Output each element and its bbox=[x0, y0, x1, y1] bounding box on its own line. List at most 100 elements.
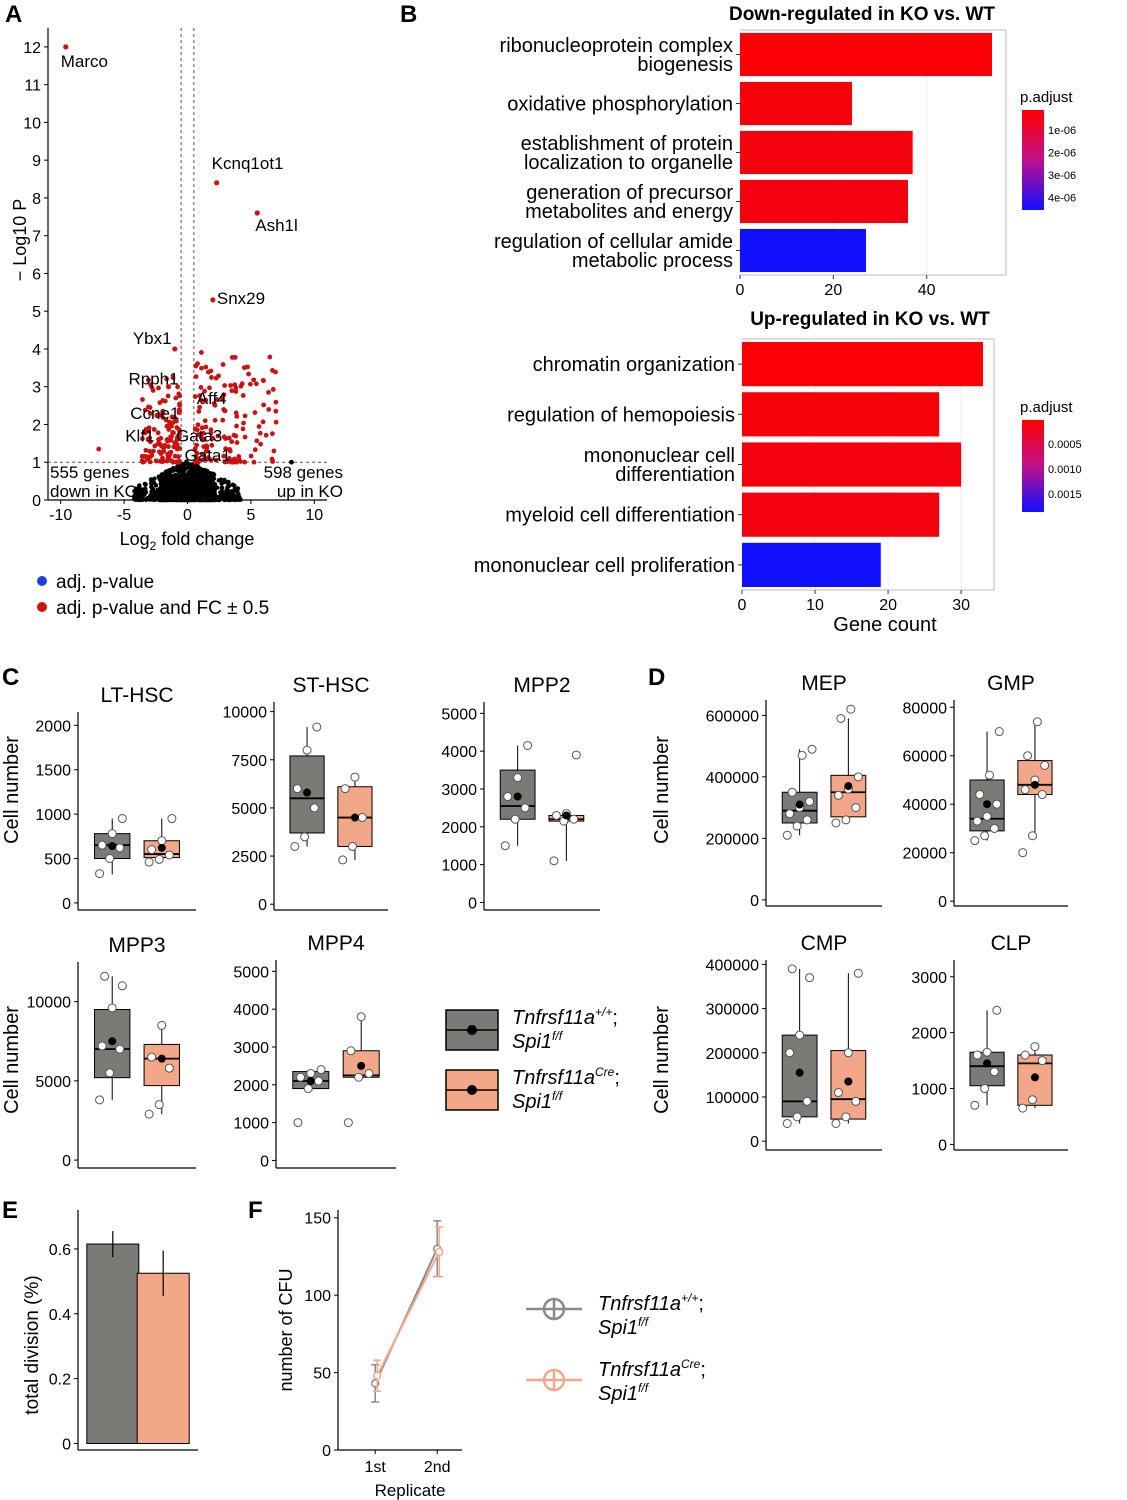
sig-gene-point bbox=[147, 405, 153, 410]
mpp3-title: MPP3 bbox=[108, 934, 165, 957]
sig-gene-point bbox=[251, 377, 257, 383]
sig-gene-point bbox=[253, 381, 259, 387]
sig-gene-point bbox=[193, 374, 199, 380]
mpp3-data-point bbox=[117, 981, 127, 991]
sig-gene-point bbox=[234, 423, 239, 429]
mep-data-point bbox=[787, 787, 797, 797]
mep-y-tick-label: 200000 bbox=[706, 831, 759, 848]
f-point bbox=[434, 1247, 444, 1257]
sig-gene-point bbox=[226, 455, 232, 461]
go-down-category-label: generation of precursor bbox=[526, 182, 733, 204]
sig-gene-point bbox=[270, 387, 276, 392]
down-genes-note-1: 555 genes bbox=[50, 463, 129, 482]
sig-gene-point bbox=[196, 409, 202, 414]
gene-point-aff4 bbox=[200, 399, 206, 405]
gene-label-marco: Marco bbox=[61, 52, 108, 71]
mpp3-data-point bbox=[107, 1003, 117, 1013]
sig-gene-point bbox=[273, 369, 278, 375]
sig-gene-point bbox=[229, 439, 235, 445]
sig-gene-point bbox=[233, 389, 239, 394]
mpp3-box-ko bbox=[143, 1043, 180, 1087]
st-hsc-y-tick-label: 5000 bbox=[231, 801, 267, 818]
ns-gene-point bbox=[234, 488, 239, 493]
f-x-label: Replicate bbox=[375, 1481, 446, 1500]
go-down-x-tick-label: 40 bbox=[918, 282, 936, 299]
sig-gene-point bbox=[192, 394, 198, 400]
st-hsc-data-point bbox=[338, 855, 348, 865]
sig-gene-point bbox=[173, 459, 179, 465]
mpp4-title: MPP4 bbox=[307, 932, 365, 955]
go-down-category-label: biogenesis bbox=[637, 54, 733, 76]
mpp3-data-point bbox=[154, 1100, 164, 1110]
sig-gene-point bbox=[201, 430, 206, 436]
up-regulated-title: Up-regulated in KO vs. WT bbox=[750, 309, 990, 330]
padjust-up-tick: 0.0010 bbox=[1048, 464, 1082, 476]
go-down-category-label: metabolites and energy bbox=[525, 201, 733, 223]
cmp-y-tick-label: 300000 bbox=[706, 1002, 759, 1019]
volcano-x-tick-label: 5 bbox=[246, 507, 255, 524]
gene-point-gata1 bbox=[203, 448, 210, 454]
ns-gene-point bbox=[185, 478, 191, 484]
sig-gene-point bbox=[209, 375, 214, 380]
padjust-legend-title-up: p.adjust bbox=[1020, 399, 1073, 416]
ns-gene-point bbox=[153, 483, 159, 488]
sig-gene-point bbox=[212, 417, 218, 423]
clp-y-tick-label: 3000 bbox=[911, 970, 947, 987]
st-hsc-data-point bbox=[350, 772, 360, 782]
mpp3-mean-dot bbox=[108, 1037, 117, 1046]
cfu-legend-ko-label-1: Tnfrsf11aCre; bbox=[598, 1357, 706, 1381]
mpp2-data-point bbox=[513, 773, 523, 783]
sig-gene-point bbox=[246, 371, 252, 377]
volcano-y-tick-label: 3 bbox=[32, 380, 41, 397]
ns-gene-point bbox=[213, 497, 218, 503]
go-down-category-label: ribonucleoprotein complex bbox=[500, 35, 733, 57]
gmp-data-point bbox=[982, 811, 992, 821]
ns-gene-point bbox=[178, 477, 183, 483]
sig-gene-point bbox=[214, 397, 220, 402]
st-hsc-title: ST-HSC bbox=[292, 674, 369, 697]
e-y-tick-label: 0.2 bbox=[49, 1372, 71, 1389]
panel-letter-b: B bbox=[400, 1, 417, 28]
mep-mean-dot bbox=[795, 800, 804, 809]
cmp-title: CMP bbox=[801, 932, 848, 955]
panel-letter-d: D bbox=[648, 664, 665, 691]
mpp4-mean-dot bbox=[357, 1061, 366, 1070]
cmp-data-point bbox=[833, 1088, 843, 1098]
sig-gene-point bbox=[154, 413, 160, 419]
mep-data-point bbox=[851, 803, 861, 813]
clp-mean-dot bbox=[1030, 1073, 1039, 1082]
go-up-category-label: mononuclear cell bbox=[584, 445, 735, 467]
sig-gene-point bbox=[156, 437, 161, 442]
mpp4-data-point bbox=[364, 1068, 374, 1078]
lt-hsc-y-tick-label: 1500 bbox=[35, 763, 71, 780]
sig-gene-point bbox=[228, 383, 233, 388]
volcano-x-tick-label: -5 bbox=[117, 507, 131, 524]
ns-gene-point bbox=[161, 477, 166, 482]
clp-data-point bbox=[1018, 1103, 1028, 1113]
legend-adj-pvalue: adj. p-value bbox=[56, 572, 154, 593]
st-hsc-data-point bbox=[290, 841, 300, 851]
mep-data-point bbox=[792, 821, 802, 831]
sig-gene-point bbox=[231, 459, 237, 465]
ns-gene-point bbox=[142, 488, 147, 493]
gene-point-kcnq1ot1 bbox=[214, 180, 220, 186]
legend-wt-mean-dot bbox=[467, 1025, 477, 1035]
mpp2-data-point bbox=[500, 841, 510, 851]
ns-gene-point bbox=[152, 476, 157, 481]
mpp3-y-tick-label: 0 bbox=[62, 1153, 71, 1170]
sig-gene-point bbox=[223, 446, 229, 452]
ns-gene-point bbox=[137, 497, 142, 502]
mep-data-point bbox=[846, 704, 856, 714]
ns-gene-point bbox=[152, 497, 158, 502]
sig-gene-point bbox=[164, 423, 170, 429]
ns-gene-point bbox=[219, 491, 224, 496]
mpp3-data-point bbox=[157, 1020, 167, 1030]
ns-gene-point bbox=[289, 459, 294, 465]
ns-gene-point bbox=[141, 492, 146, 497]
sig-gene-point bbox=[208, 430, 214, 436]
f-y-tick-label: 100 bbox=[304, 1288, 331, 1305]
sig-gene-point bbox=[229, 388, 235, 394]
gmp-data-point bbox=[1040, 760, 1050, 770]
sig-gene-point bbox=[273, 408, 279, 414]
mpp4-y-tick-label: 0 bbox=[260, 1153, 269, 1170]
